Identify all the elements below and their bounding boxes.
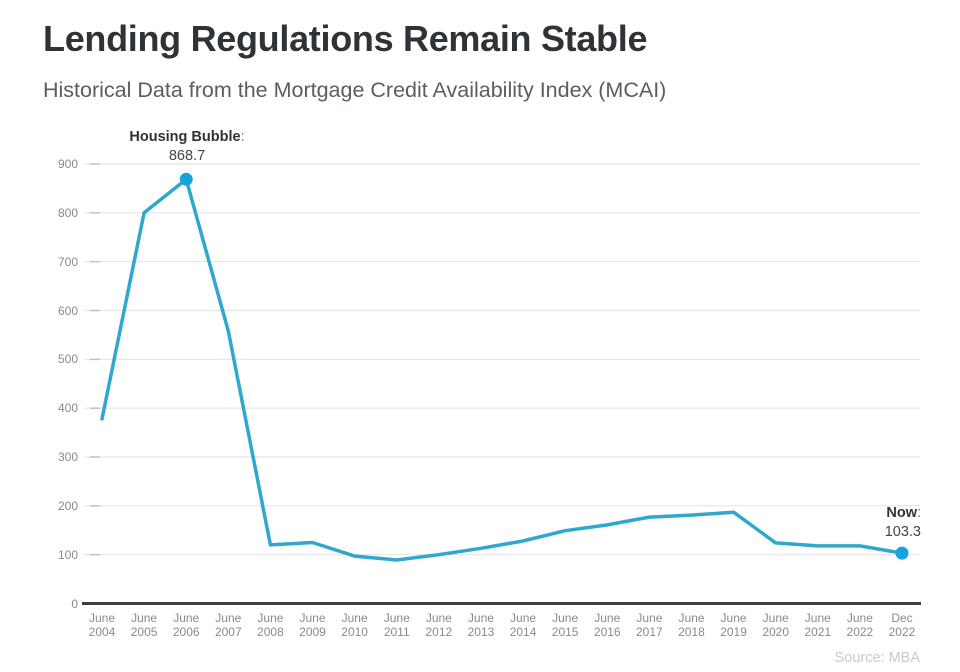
page-subtitle: Historical Data from the Mortgage Credit… [43, 78, 667, 102]
page-title: Lending Regulations Remain Stable [43, 18, 648, 59]
annotation-housing-bubble: Housing Bubble: 868.7 [87, 128, 287, 165]
annotation-now-label: Now: [886, 505, 921, 521]
annotation-housing-bubble-label: Housing Bubble: [129, 129, 245, 145]
annotation-now-value: 103.3 [884, 523, 921, 540]
peak-marker [179, 172, 193, 186]
mcai-line [100, 177, 904, 562]
annotation-now: Now: 103.3 [885, 504, 921, 541]
source-note: Source: MBA [834, 650, 920, 666]
now-marker [895, 546, 909, 560]
annotation-housing-bubble-value: 868.7 [168, 147, 206, 164]
